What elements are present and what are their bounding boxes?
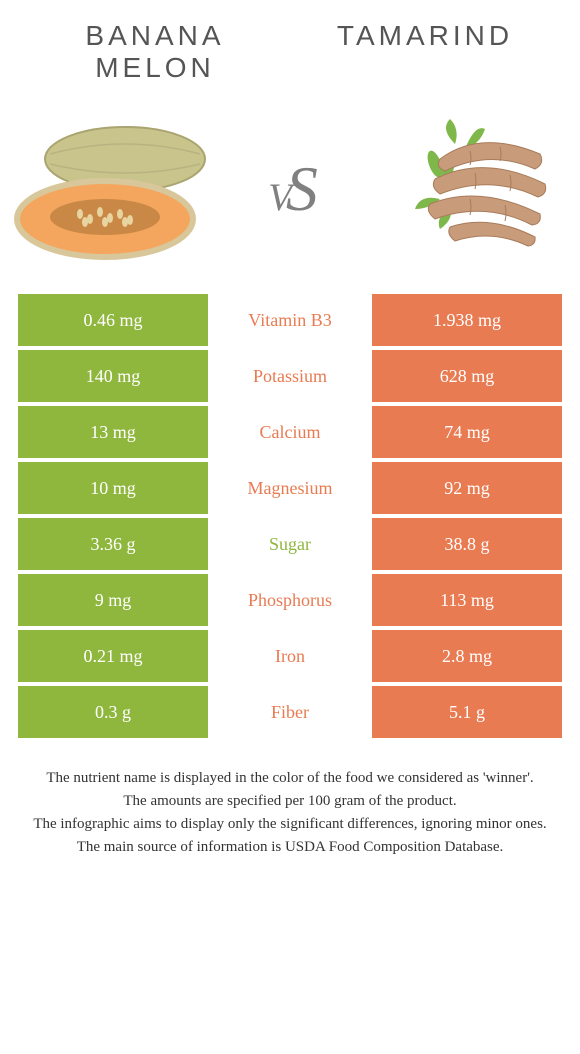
vs-label: VS <box>268 152 312 226</box>
table-row: 0.46 mgVitamin B31.938 mg <box>18 294 562 346</box>
tamarind-image <box>370 104 570 274</box>
cell-right-value: 92 mg <box>372 462 562 514</box>
cell-nutrient-label: Vitamin B3 <box>208 294 372 346</box>
cell-nutrient-label: Fiber <box>208 686 372 738</box>
cell-left-value: 140 mg <box>18 350 208 402</box>
footer-line2: The amounts are specified per 100 gram o… <box>20 791 560 812</box>
images-row: VS <box>0 94 580 294</box>
title-left-line1: BANANA <box>85 20 224 51</box>
table-row: 0.3 gFiber5.1 g <box>18 686 562 738</box>
cell-right-value: 2.8 mg <box>372 630 562 682</box>
cell-left-value: 13 mg <box>18 406 208 458</box>
cell-nutrient-label: Potassium <box>208 350 372 402</box>
title-right-text: TAMARIND <box>337 20 513 51</box>
cell-left-value: 10 mg <box>18 462 208 514</box>
table-row: 0.21 mgIron2.8 mg <box>18 630 562 682</box>
cell-nutrient-label: Calcium <box>208 406 372 458</box>
cell-right-value: 1.938 mg <box>372 294 562 346</box>
cell-right-value: 38.8 g <box>372 518 562 570</box>
footer-text: The nutrient name is displayed in the co… <box>20 768 560 858</box>
banana-melon-image <box>10 104 210 274</box>
cell-left-value: 3.36 g <box>18 518 208 570</box>
table-row: 140 mgPotassium628 mg <box>18 350 562 402</box>
title-left: BANANA MELON <box>20 20 290 84</box>
cell-right-value: 5.1 g <box>372 686 562 738</box>
table-row: 3.36 gSugar38.8 g <box>18 518 562 570</box>
title-left-line2: MELON <box>95 52 215 83</box>
cell-left-value: 9 mg <box>18 574 208 626</box>
cell-left-value: 0.21 mg <box>18 630 208 682</box>
table-row: 10 mgMagnesium92 mg <box>18 462 562 514</box>
footer-line1: The nutrient name is displayed in the co… <box>20 768 560 789</box>
cell-right-value: 628 mg <box>372 350 562 402</box>
footer-line4: The main source of information is USDA F… <box>20 837 560 858</box>
cell-nutrient-label: Sugar <box>208 518 372 570</box>
cell-left-value: 0.46 mg <box>18 294 208 346</box>
cell-nutrient-label: Magnesium <box>208 462 372 514</box>
nutrient-table: 0.46 mgVitamin B31.938 mg140 mgPotassium… <box>18 294 562 738</box>
cell-left-value: 0.3 g <box>18 686 208 738</box>
title-right: TAMARIND <box>290 20 560 84</box>
cell-right-value: 113 mg <box>372 574 562 626</box>
cell-nutrient-label: Phosphorus <box>208 574 372 626</box>
table-row: 13 mgCalcium74 mg <box>18 406 562 458</box>
footer-line3: The infographic aims to display only the… <box>20 814 560 835</box>
table-row: 9 mgPhosphorus113 mg <box>18 574 562 626</box>
cell-nutrient-label: Iron <box>208 630 372 682</box>
cell-right-value: 74 mg <box>372 406 562 458</box>
